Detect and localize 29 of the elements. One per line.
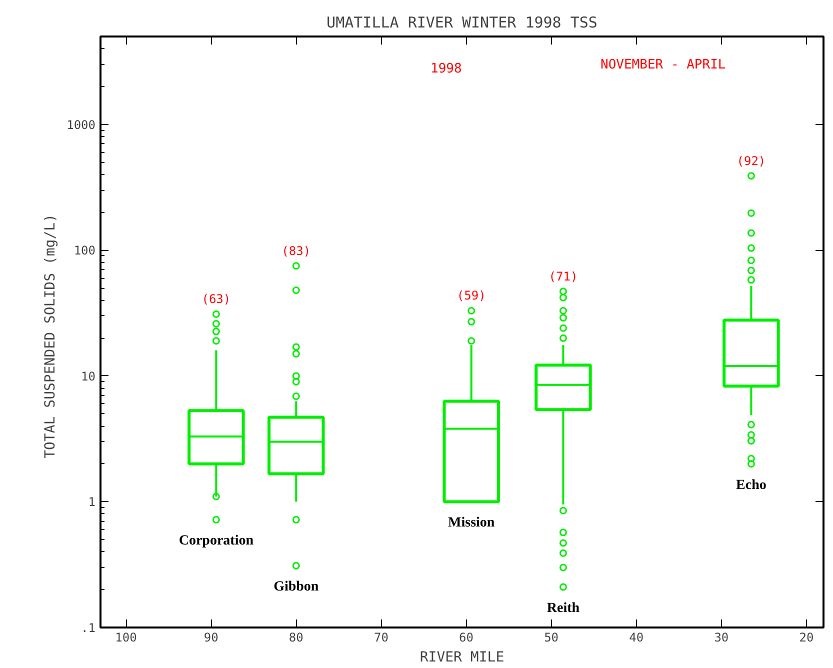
x-tick-label: 20 [799, 630, 814, 644]
annotation: Mission [448, 516, 495, 531]
annotation: 1998 [430, 62, 462, 76]
x-tick-label: 40 [629, 630, 644, 644]
annotation: Reith [546, 600, 580, 616]
annotation: (63) [202, 292, 231, 306]
x-tick-label: 100 [115, 630, 137, 644]
x-tick-label: 50 [544, 630, 559, 644]
x-tick-label: 90 [204, 630, 218, 644]
annotation: (83) [282, 244, 311, 258]
y-tick-label: 100 [74, 244, 96, 258]
x-tick-label: 80 [288, 630, 304, 644]
y-axis-title: TOTAL SUSPENDED SOLIDS (mg/L) [42, 214, 59, 458]
x-tick-label: 70 [374, 630, 388, 644]
y-tick-label: 1 [88, 495, 96, 510]
annotation: (59) [456, 288, 486, 303]
chart-title: UMATILLA RIVER WINTER 1998 TSS [326, 14, 598, 32]
annotation: (92) [736, 154, 766, 168]
annotation: Echo [736, 478, 766, 493]
annotation: Gibbon [274, 580, 319, 595]
y-tick-label: .1 [81, 621, 96, 635]
annotation: Corporation [178, 534, 254, 549]
y-tick-label: 10 [81, 369, 96, 384]
x-tick-label: 60 [459, 630, 474, 644]
x-axis-title: RIVER MILE [420, 650, 504, 666]
annotation: (71) [548, 269, 578, 284]
x-tick-label: 30 [714, 630, 729, 644]
annotation: NOVEMBER - APRIL [600, 58, 726, 72]
y-tick-label: 1000 [66, 118, 96, 132]
